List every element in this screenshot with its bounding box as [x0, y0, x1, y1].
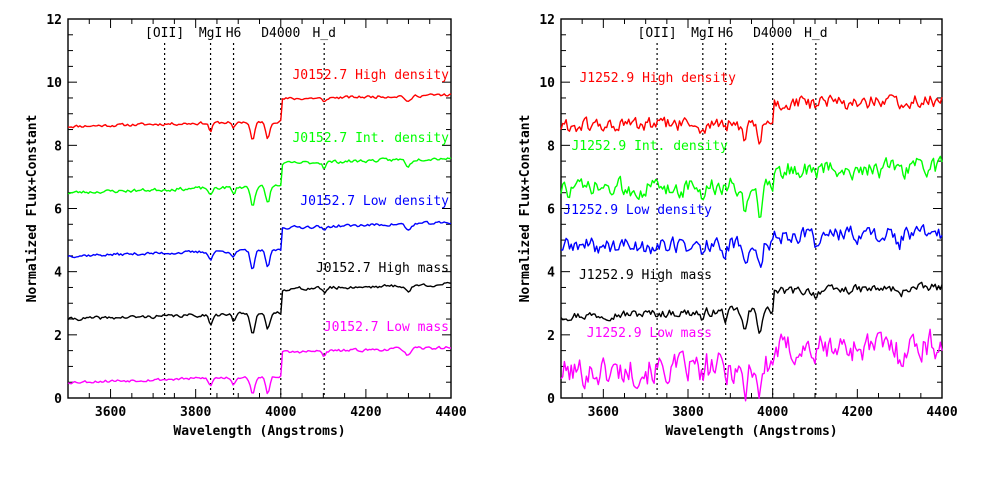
y-tick-label: 4: [54, 266, 62, 281]
series-label: J1252.9 Int. density: [571, 139, 728, 154]
x-axis-label: Wavelength (Angstroms): [665, 424, 837, 439]
spectrum-line: [560, 224, 943, 268]
spectrum-line: [67, 220, 452, 270]
series-label: J1252.9 High mass: [579, 268, 712, 283]
y-tick-label: 8: [54, 139, 62, 154]
series-label: J0152.7 Low mass: [324, 320, 449, 335]
x-tick-label: 3800: [180, 405, 211, 420]
y-tick-label: 10: [539, 76, 555, 91]
series-label: J0152.7 High density: [292, 68, 449, 83]
feature-label: [OII]: [145, 26, 184, 41]
spectrum-line: [560, 281, 943, 334]
spectrum-line: [67, 345, 451, 395]
feature-label: H_d: [804, 26, 827, 41]
y-tick-label: 0: [547, 392, 555, 407]
y-tick-label: 2: [54, 329, 62, 344]
x-tick-label: 4200: [350, 405, 381, 420]
series-label: J0152.7 Low density: [300, 194, 449, 209]
feature-label: MgI: [691, 26, 714, 41]
series-label: J0152.7 High mass: [316, 261, 449, 276]
series-label: J1252.9 Low mass: [587, 326, 712, 341]
spectrum-line: [560, 94, 943, 145]
y-tick-label: 12: [46, 13, 62, 28]
spectrum-line: [67, 93, 452, 140]
panel-left: 3600 3800 4000 4200 4400 0 2 4 6 8 10 12 Wavelength …: [25, 13, 467, 439]
y-axis-label: Normalized Flux+Constant: [518, 115, 533, 303]
feature-label: MgI: [199, 26, 222, 41]
spectrum-line: [67, 281, 452, 334]
x-tick-label: 4000: [265, 405, 296, 420]
feature-label: H6: [718, 26, 734, 41]
series-label: J1252.9 Low density: [563, 203, 712, 218]
panel-right: 3600 3800 4000 4200 4400 0 2 4 6 8 10 12 Wavelength …: [518, 13, 958, 439]
y-tick-label: 4: [547, 266, 555, 281]
y-tick-label: 10: [46, 76, 62, 91]
x-tick-label: 4400: [926, 405, 957, 420]
x-tick-label: 4400: [435, 405, 466, 420]
feature-label: [OII]: [638, 26, 677, 41]
y-tick-label: 6: [54, 203, 62, 218]
y-tick-label: 6: [547, 203, 555, 218]
x-tick-label: 3800: [672, 405, 703, 420]
x-tick-label: 4000: [757, 405, 788, 420]
y-tick-label: 2: [547, 329, 555, 344]
feature-label: D4000: [753, 26, 792, 41]
spectrum-line: [560, 328, 943, 402]
y-tick-label: 8: [547, 139, 555, 154]
y-axis-label: Normalized Flux+Constant: [25, 115, 40, 303]
series-label: J0152.7 Int. density: [292, 131, 449, 146]
feature-label: D4000: [261, 26, 300, 41]
feature-label: H6: [226, 26, 242, 41]
spectrum-line: [560, 155, 943, 219]
feature-label: H_d: [312, 26, 335, 41]
y-tick-label: 12: [539, 13, 555, 28]
series-label: J1252.9 High density: [579, 71, 736, 86]
y-tick-label: 0: [54, 392, 62, 407]
spectrum-line: [67, 157, 452, 206]
x-tick-label: 4200: [842, 405, 873, 420]
x-tick-label: 3600: [95, 405, 126, 420]
x-tick-label: 3600: [588, 405, 619, 420]
x-axis-label: Wavelength (Angstroms): [173, 424, 345, 439]
